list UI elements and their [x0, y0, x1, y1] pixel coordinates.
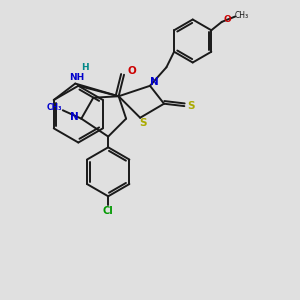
Text: NH: NH [69, 73, 84, 82]
Text: N: N [70, 112, 79, 122]
Text: S: S [187, 101, 195, 111]
Text: CH₃: CH₃ [47, 103, 62, 112]
Text: H: H [81, 63, 88, 72]
Text: Cl: Cl [103, 206, 114, 216]
Text: O: O [127, 66, 136, 76]
Text: S: S [139, 118, 146, 128]
Text: N: N [150, 76, 159, 87]
Text: O: O [223, 15, 231, 24]
Text: CH₃: CH₃ [235, 11, 249, 20]
